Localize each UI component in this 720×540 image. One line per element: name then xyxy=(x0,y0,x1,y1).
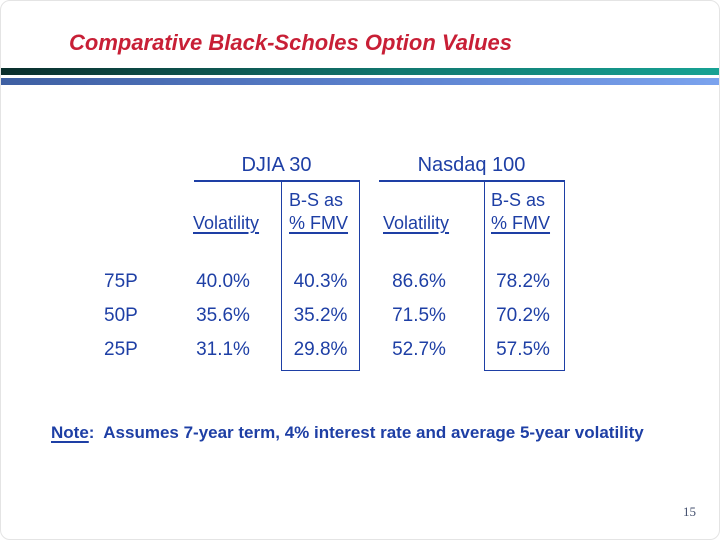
djia-volatility-50p: 35.6% xyxy=(196,305,250,326)
djia-bs-75p: 40.3% xyxy=(293,271,348,292)
nasdaq-bs-50p: 70.2% xyxy=(496,305,550,326)
nasdaq-bs-75p: 78.2% xyxy=(496,271,550,292)
row-label-50p: 50P xyxy=(104,305,138,326)
nasdaq-volatility-75p: 86.6% xyxy=(392,271,446,292)
blue-divider-bar xyxy=(1,78,719,85)
nasdaq-bs-header: B-S as % FMV xyxy=(491,189,550,235)
row-label-25p: 25P xyxy=(104,339,138,360)
nasdaq-header-rule xyxy=(379,180,564,182)
group-header-djia: DJIA 30 xyxy=(241,154,312,176)
note-label: Note xyxy=(51,423,89,442)
slide-title: Comparative Black-Scholes Option Values xyxy=(69,30,512,55)
note-text: : Assumes 7-year term, 4% interest rate … xyxy=(88,423,644,442)
nasdaq-volatility-50p: 71.5% xyxy=(392,305,446,326)
nasdaq-bs-25p: 57.5% xyxy=(496,339,550,360)
djia-bs-header: B-S as % FMV xyxy=(289,189,348,235)
djia-header-rule xyxy=(194,180,359,182)
djia-bs-column-box xyxy=(281,180,360,371)
djia-volatility-25p: 31.1% xyxy=(196,339,250,360)
row-label-75p: 75P xyxy=(104,271,138,292)
page-number: 15 xyxy=(683,504,696,519)
djia-bs-header-line1: B-S as xyxy=(289,190,344,210)
nasdaq-bs-header-line2: % FMV xyxy=(491,213,551,233)
djia-bs-50p: 35.2% xyxy=(293,305,348,326)
nasdaq-bs-column-box xyxy=(484,180,565,371)
note: Note: Assumes 7-year term, 4% interest r… xyxy=(51,423,644,443)
nasdaq-bs-header-line1: B-S as xyxy=(491,190,546,210)
djia-volatility-75p: 40.0% xyxy=(196,271,250,292)
djia-bs-25p: 29.8% xyxy=(293,339,348,360)
nasdaq-volatility-25p: 52.7% xyxy=(392,339,446,360)
djia-bs-header-line2: % FMV xyxy=(289,213,349,233)
djia-volatility-header: Volatility xyxy=(193,213,260,233)
group-header-nasdaq: Nasdaq 100 xyxy=(417,154,526,176)
teal-divider-bar xyxy=(1,68,719,75)
nasdaq-volatility-header: Volatility xyxy=(383,213,450,233)
